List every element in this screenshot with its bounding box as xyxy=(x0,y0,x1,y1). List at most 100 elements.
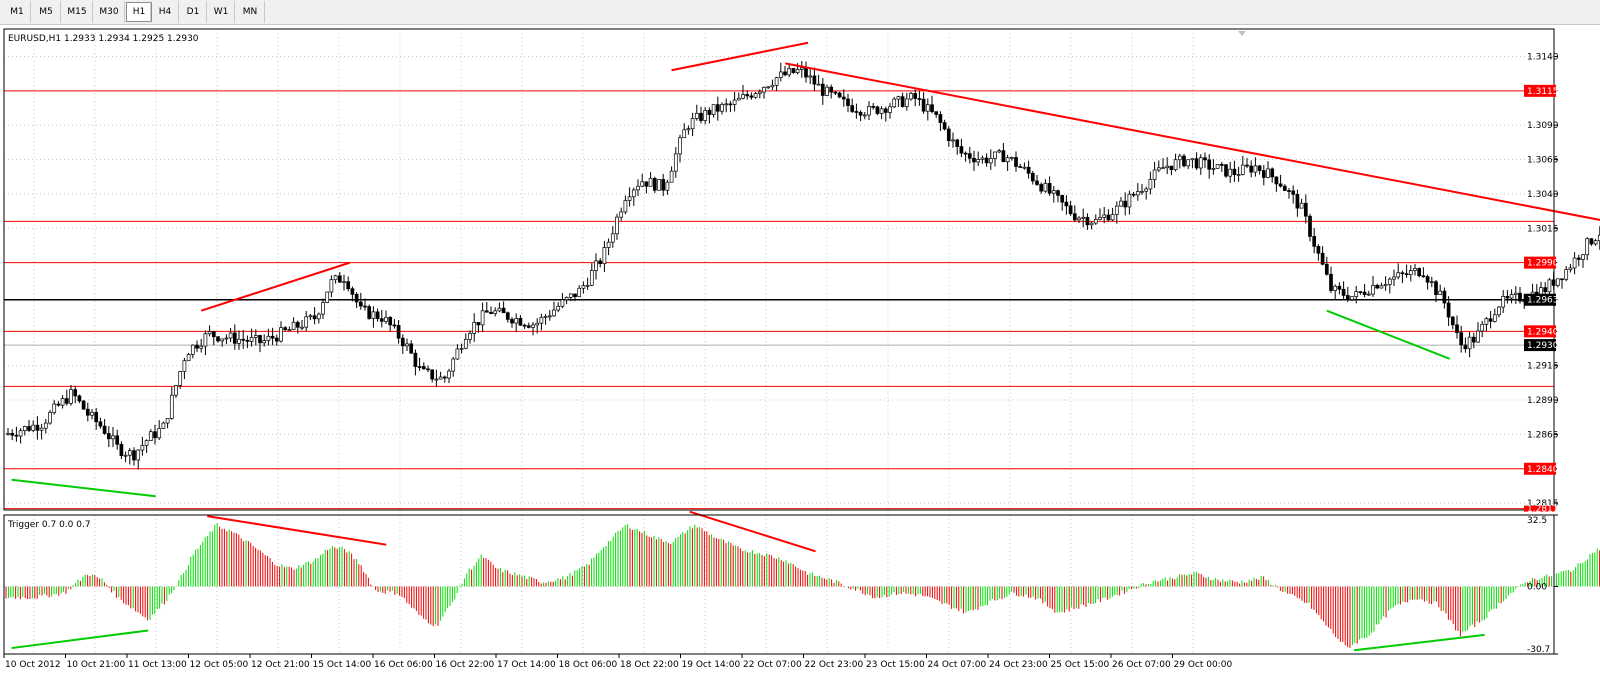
bear-candle xyxy=(396,325,401,339)
bear-candle xyxy=(73,389,78,397)
bear-candle xyxy=(35,424,40,431)
bear-candle xyxy=(379,318,384,322)
bull-candle xyxy=(1198,157,1203,169)
bear-candle xyxy=(1560,278,1564,281)
bear-candle xyxy=(426,368,430,371)
bull-candle xyxy=(1429,281,1434,284)
horizontal-levels xyxy=(4,90,1554,510)
timeframe-m5-button[interactable]: M5 xyxy=(39,7,53,17)
bull-candle xyxy=(43,422,48,429)
bull-candle xyxy=(993,151,997,159)
bull-candle xyxy=(770,84,775,88)
price-trendline[interactable] xyxy=(200,261,351,312)
oscillator-trendline[interactable] xyxy=(207,515,387,546)
x-tick-label: 24 Oct 23:00 xyxy=(989,660,1048,670)
bull-candle xyxy=(1371,284,1375,295)
bull-candle xyxy=(1354,291,1359,297)
oscillator-tick-label: 32.5 xyxy=(1527,516,1547,526)
bear-candle xyxy=(14,434,19,437)
bear-candle xyxy=(1291,190,1296,195)
oscillator-trendline[interactable] xyxy=(689,510,816,553)
bear-candle xyxy=(27,426,31,431)
bear-candle xyxy=(1341,288,1346,296)
x-tick-label: 12 Oct 05:00 xyxy=(190,660,249,670)
price-trendline[interactable] xyxy=(11,478,156,498)
current-price-label: 1.2930 xyxy=(1527,341,1559,351)
price-trendline[interactable] xyxy=(1326,309,1451,360)
bull-candle xyxy=(896,96,901,100)
timeframe-h1-button[interactable]: H1 xyxy=(126,2,152,22)
oscillator-trendline[interactable] xyxy=(11,629,149,650)
bull-candle xyxy=(825,86,829,96)
shift-marker-icon[interactable] xyxy=(1238,31,1246,36)
bull-candle xyxy=(1387,278,1392,285)
bull-candle xyxy=(1266,168,1270,178)
bear-candle xyxy=(942,122,947,130)
bear-candle xyxy=(274,337,279,342)
bear-candle xyxy=(829,86,834,93)
bull-candle xyxy=(1022,166,1027,169)
bear-candle xyxy=(1232,168,1237,176)
level-price-label: 1.3115 xyxy=(1527,87,1559,97)
bull-candle xyxy=(111,435,115,440)
bear-candle xyxy=(1312,236,1317,247)
timeframe-m1-button[interactable]: M1 xyxy=(10,7,24,17)
level-price-label: 1.2963 xyxy=(1527,296,1559,306)
bear-candle xyxy=(413,352,418,367)
bear-candle xyxy=(526,325,531,328)
bull-candle xyxy=(741,94,745,99)
level-label-box xyxy=(1524,84,1556,97)
bull-candle xyxy=(329,279,334,293)
oscillator-title: Trigger 0.7 0.0 0.7 xyxy=(7,520,91,530)
bull-candle xyxy=(648,178,653,187)
oscillator-bars xyxy=(4,523,1600,648)
bull-candle xyxy=(980,157,985,160)
bear-candle xyxy=(216,336,220,342)
toolbar-separator xyxy=(234,1,235,23)
bear-candle xyxy=(1518,292,1522,302)
bear-candle xyxy=(745,94,750,97)
bear-candle xyxy=(346,281,351,290)
price-trendline[interactable] xyxy=(785,62,1600,352)
bear-candle xyxy=(715,104,720,112)
x-tick-label: 22 Oct 07:00 xyxy=(743,660,802,670)
bull-candle xyxy=(1077,217,1081,221)
bear-candle xyxy=(375,311,380,320)
bear-candle xyxy=(900,96,905,107)
toolbar-separator xyxy=(30,1,31,23)
bull-candle xyxy=(556,305,561,311)
timeframe-d1-button[interactable]: D1 xyxy=(186,7,200,17)
timeframe-h4-button[interactable]: H4 xyxy=(158,7,172,17)
oscillator-tick-label: 0.00 xyxy=(1527,582,1547,592)
bear-candle xyxy=(1194,158,1199,169)
bull-candle xyxy=(997,150,1002,153)
bear-candle xyxy=(363,305,367,308)
price-trendline[interactable] xyxy=(671,41,809,72)
bull-candle xyxy=(140,444,145,451)
bear-candle xyxy=(883,108,888,113)
timeframe-m15-button[interactable]: M15 xyxy=(67,7,87,17)
timeframe-w1-button[interactable]: W1 xyxy=(213,7,229,17)
bear-candle xyxy=(400,337,405,347)
bull-candle xyxy=(1555,278,1560,286)
oscillator-tick-label: -30.7 xyxy=(1527,645,1550,655)
timeframe-mn-button[interactable]: MN xyxy=(242,7,258,17)
bear-candle xyxy=(984,157,989,164)
bull-candle xyxy=(547,315,552,318)
bear-candle xyxy=(94,411,99,423)
oscillator-trendline[interactable] xyxy=(1354,633,1485,652)
bear-candle xyxy=(119,443,124,457)
bear-candle xyxy=(1169,165,1174,170)
x-tick-label: 24 Oct 07:00 xyxy=(928,660,987,670)
bear-candle xyxy=(972,157,976,163)
bear-candle xyxy=(1131,193,1136,196)
bull-candle xyxy=(228,332,233,339)
bull-candle xyxy=(321,302,325,315)
bull-candle xyxy=(1043,183,1048,192)
bull-candle xyxy=(182,360,187,372)
timeframe-m30-button[interactable]: M30 xyxy=(99,7,119,17)
bull-candle xyxy=(291,321,296,330)
bull-candle xyxy=(493,310,498,314)
bear-candle xyxy=(1060,195,1065,203)
